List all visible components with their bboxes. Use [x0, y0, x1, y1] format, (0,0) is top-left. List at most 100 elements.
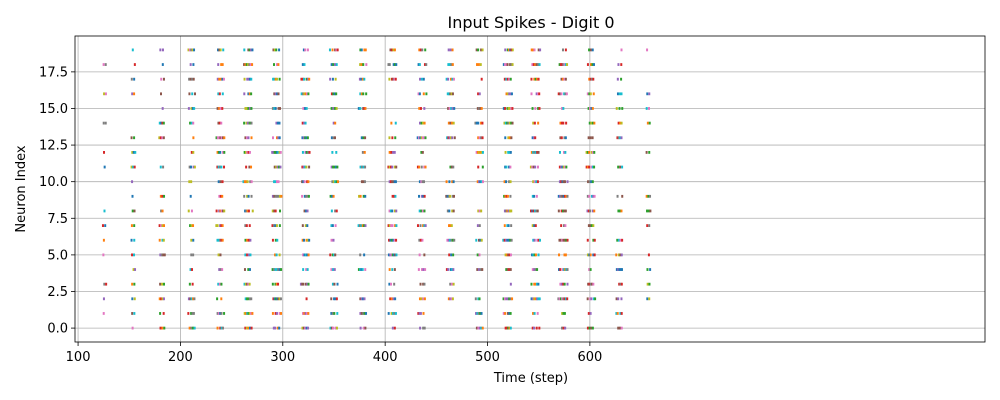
y-axis-label: Neuron Index — [14, 145, 29, 232]
spike-marker — [279, 209, 282, 213]
spike-marker — [193, 107, 196, 110]
spike-marker — [362, 180, 365, 184]
spike-marker — [445, 268, 448, 271]
spike-marker — [191, 282, 194, 286]
spike-marker — [189, 224, 192, 227]
spike-marker — [563, 253, 566, 257]
spike-marker — [417, 92, 420, 96]
spike-marker — [243, 92, 246, 96]
spike-marker — [480, 209, 483, 213]
spike-marker — [531, 107, 534, 110]
spike-marker — [329, 77, 332, 81]
spike-marker — [418, 48, 421, 52]
spike-marker — [621, 165, 624, 169]
spike-marker — [247, 107, 250, 110]
spike-marker — [503, 194, 506, 198]
spike-marker — [618, 107, 621, 110]
spike-marker — [565, 165, 568, 169]
spike-marker — [131, 209, 134, 213]
spike-marker — [395, 165, 398, 169]
spike-marker — [452, 165, 455, 169]
spike-marker — [620, 48, 623, 52]
spike-marker — [271, 209, 274, 213]
spike-marker — [393, 282, 396, 286]
spike-marker — [647, 209, 650, 213]
spike-marker — [423, 194, 426, 198]
spike-marker — [586, 151, 589, 154]
spike-marker — [333, 107, 336, 110]
spike-marker — [619, 121, 622, 125]
spike-marker — [189, 297, 192, 301]
spike-marker — [589, 268, 592, 271]
spike-marker — [592, 194, 595, 198]
spike-marker — [132, 165, 135, 169]
spike-marker — [620, 121, 623, 125]
spike-marker — [133, 282, 136, 286]
spike-marker — [273, 107, 276, 110]
spike-marker — [561, 48, 564, 52]
spike-marker — [130, 77, 133, 81]
spike-marker — [589, 77, 592, 81]
spike-marker — [359, 326, 362, 330]
spike-marker — [393, 238, 396, 242]
spike-marker — [421, 151, 424, 154]
spike-marker — [304, 48, 307, 52]
spike-marker — [306, 253, 309, 257]
spike-marker — [160, 92, 162, 96]
spike-marker — [388, 136, 391, 140]
spike-marker — [537, 253, 540, 257]
spike-marker — [359, 268, 362, 271]
spike-marker — [357, 268, 360, 271]
spike-marker — [191, 92, 194, 96]
spike-marker — [305, 312, 308, 315]
spike-marker — [564, 151, 567, 154]
spike-marker — [534, 253, 537, 257]
spike-marker — [531, 224, 534, 227]
spike-marker — [586, 194, 589, 198]
spike-marker — [330, 312, 333, 315]
spike-marker — [274, 268, 277, 271]
spike-marker — [532, 253, 535, 257]
spike-marker — [273, 77, 276, 81]
spike-marker — [446, 209, 449, 213]
spike-marker — [245, 224, 248, 227]
spike-marker — [448, 224, 451, 227]
spike-marker — [478, 297, 481, 301]
spike-marker — [476, 180, 479, 184]
spike-marker — [533, 326, 536, 330]
spike-marker — [331, 48, 334, 52]
spike-markers — [101, 48, 652, 330]
spike-marker — [558, 253, 561, 257]
spike-marker — [532, 151, 535, 154]
spike-marker — [160, 297, 163, 301]
spike-marker — [218, 92, 221, 96]
spike-marker — [563, 297, 566, 301]
spike-marker — [617, 297, 620, 301]
spike-marker — [648, 107, 650, 110]
spike-marker — [648, 282, 651, 286]
spike-marker — [334, 48, 337, 52]
spike-marker — [330, 297, 333, 301]
spike-marker — [508, 121, 511, 125]
spike-marker — [335, 180, 338, 184]
spike-marker — [276, 326, 279, 330]
spike-marker — [301, 326, 304, 330]
spike-marker — [481, 180, 484, 184]
spike-marker — [187, 312, 190, 315]
spike-marker — [449, 194, 452, 198]
spike-marker — [418, 297, 421, 301]
spike-marker — [390, 151, 393, 154]
spike-marker — [479, 268, 482, 271]
spike-marker — [391, 165, 394, 169]
spike-marker — [133, 297, 136, 301]
spike-marker — [361, 165, 364, 169]
spike-marker — [187, 209, 190, 213]
spike-marker — [476, 312, 479, 315]
spike-marker — [566, 268, 569, 271]
spike-marker — [250, 92, 253, 96]
spike-marker — [566, 63, 569, 66]
spike-marker — [244, 297, 247, 301]
spike-marker — [447, 238, 450, 242]
spike-marker — [507, 253, 510, 257]
